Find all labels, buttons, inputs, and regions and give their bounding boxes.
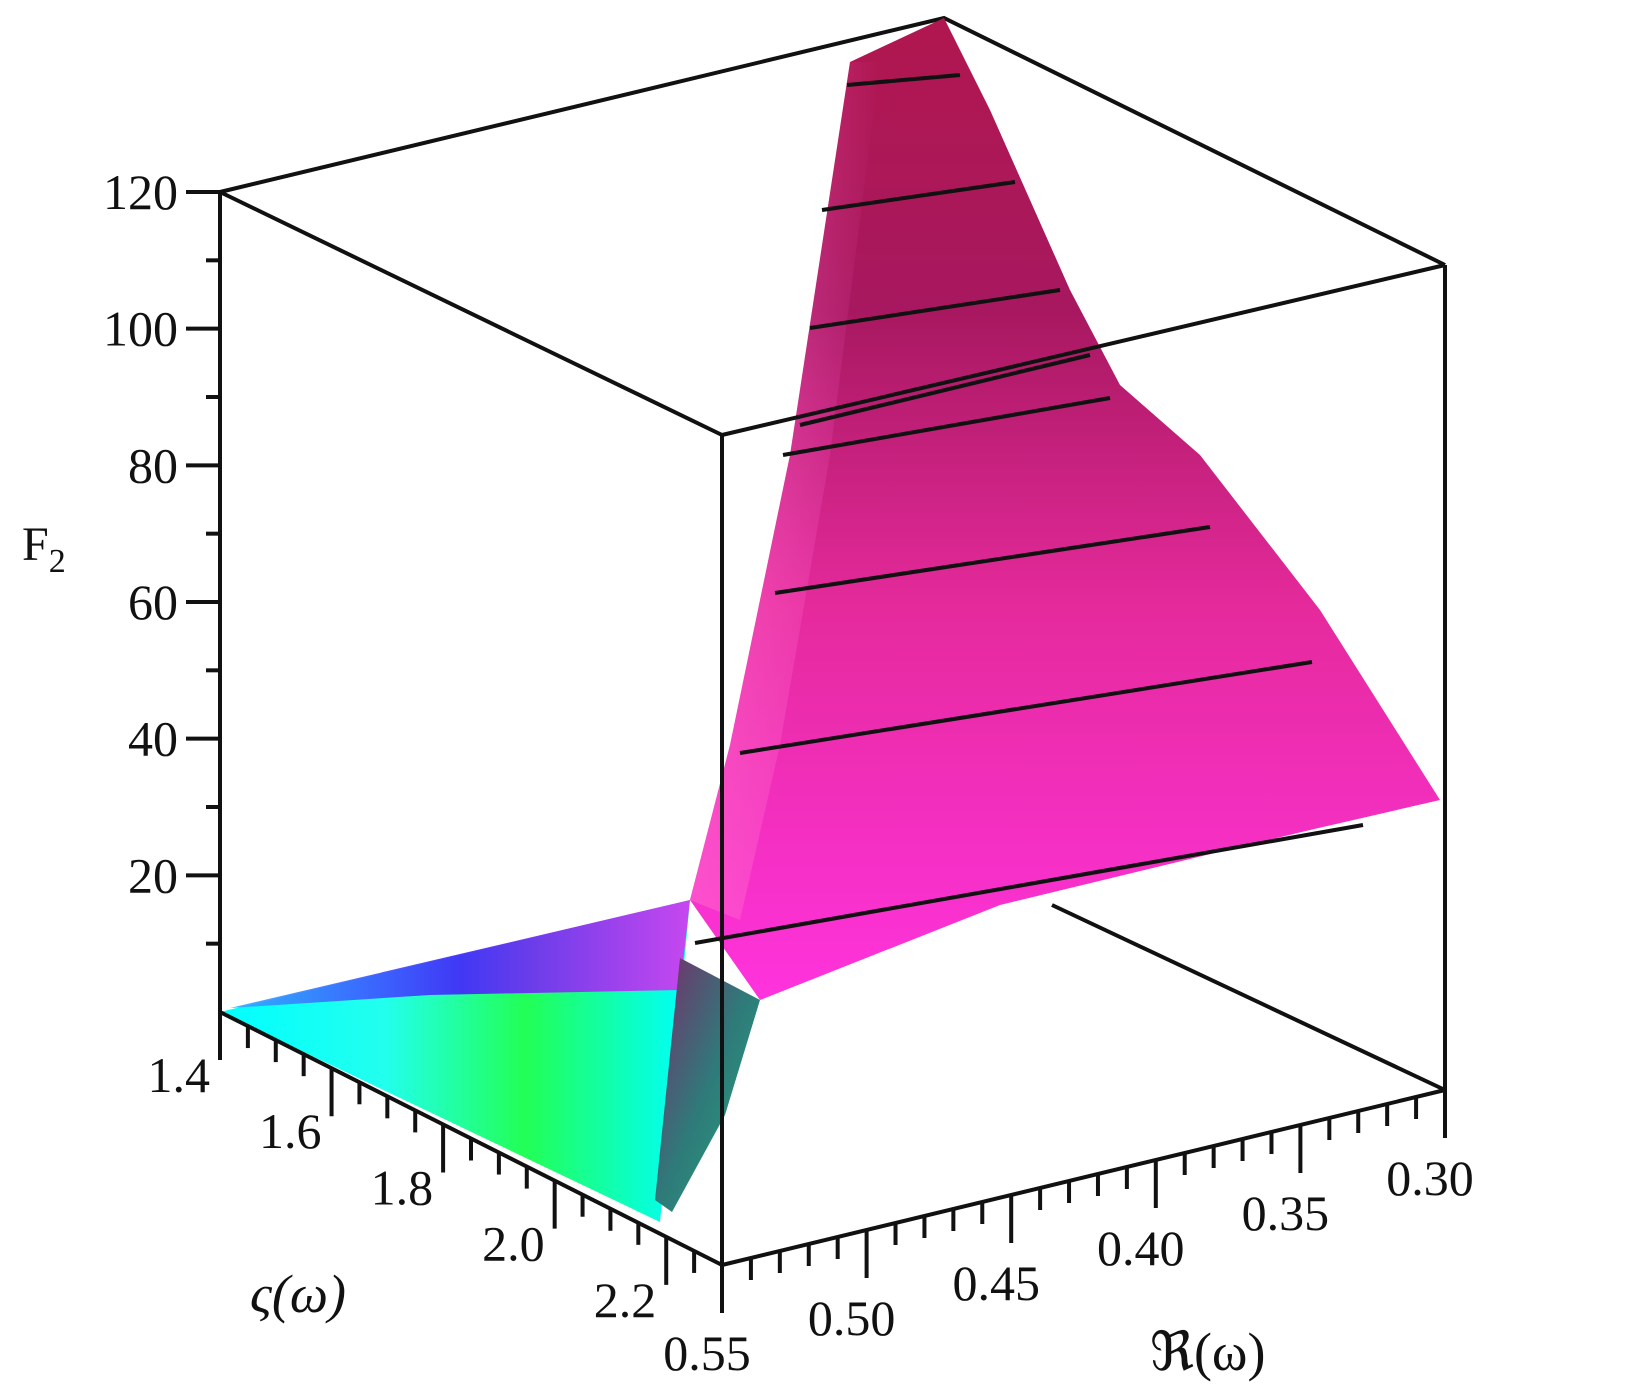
surface-wedge (655, 958, 760, 1212)
x-tick-label: 0.50 (808, 1290, 896, 1346)
z-tick-label: 20 (128, 847, 178, 903)
surface-sheet-highlight (690, 62, 880, 920)
x-tick-label: 0.45 (952, 1255, 1040, 1311)
x-tick-label: 0.40 (1097, 1220, 1185, 1276)
contour-line (821, 180, 1016, 212)
x-axis: 0.55 0.50 0.45 0.40 0.35 0.30 (663, 1090, 1474, 1381)
y-tick-label: 1.8 (371, 1159, 434, 1215)
y-tick-label: 1.6 (259, 1103, 322, 1159)
x-tick-label: 0.30 (1386, 1150, 1474, 1206)
contour-line (782, 396, 1111, 457)
surface (220, 18, 1440, 1222)
y-tick-label: 2.0 (482, 1216, 545, 1272)
contour-line (739, 660, 1313, 755)
z-tick-label: 80 (128, 437, 178, 493)
z-axis: 20 40 60 80 100 120 (103, 164, 220, 946)
z-tick-label: 120 (103, 164, 178, 220)
z-axis-title: F2 (22, 518, 66, 580)
z-tick-label: 100 (103, 301, 178, 357)
contour-line (846, 73, 961, 87)
x-tick-label: 0.55 (663, 1325, 751, 1381)
surface-blue-band (230, 900, 690, 1008)
z-tick-label: 40 (128, 711, 178, 767)
z-tick-label: 60 (128, 574, 178, 630)
contour-line (694, 823, 1364, 945)
contour-line (809, 288, 1061, 330)
contour-line (799, 353, 1091, 427)
y-axis-title: ς(ω) (250, 1264, 346, 1324)
surface-sheet (690, 18, 1440, 1000)
contour-line (774, 525, 1211, 595)
y-tick-label: 2.2 (594, 1272, 657, 1328)
y-axis: 1.4 1.6 1.8 2.0 2.2 (148, 1012, 724, 1328)
y-tick-label: 1.4 (148, 1047, 211, 1103)
x-axis-title: ℜ(ω) (1150, 1322, 1265, 1382)
x-tick-label: 0.35 (1242, 1185, 1330, 1241)
contour-lines (694, 73, 1364, 945)
